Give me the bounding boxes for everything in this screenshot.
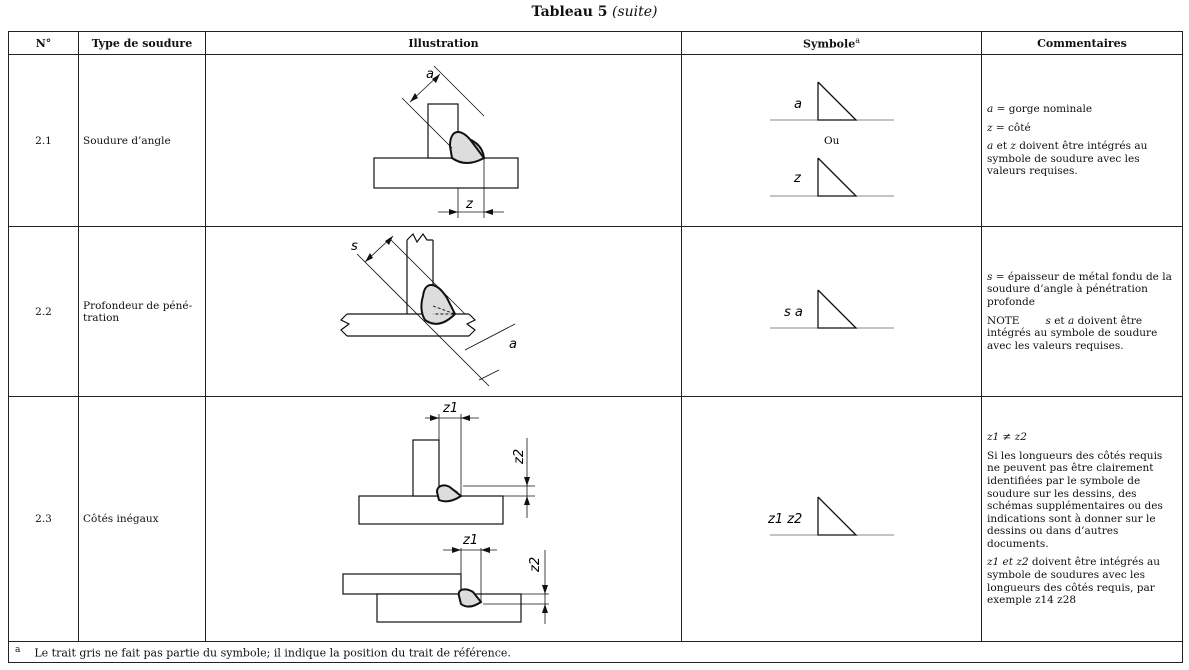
illustration-label-s: s — [351, 239, 358, 254]
table-header-row: N° Type de soudure Illustration Symbolea… — [8, 31, 1183, 55]
row-number: 2.1 — [8, 54, 79, 227]
comment-example: z14 z28 — [1034, 594, 1077, 607]
illustration-label-a: a — [426, 67, 434, 82]
illustration-label-z: z — [465, 197, 474, 212]
header-num: N° — [8, 31, 79, 55]
row-comments: z1 ≠ z2 Si les longueurs des côtés requi… — [981, 396, 1183, 642]
comment-text: doivent être intégrés au symbole de soud… — [987, 140, 1148, 178]
comment-var: a — [987, 140, 994, 153]
comment-var: z — [1010, 140, 1016, 153]
header-symbol-label: Symbole — [803, 37, 856, 51]
weld-symbols-table: N° Type de soudure Illustration Symbolea… — [8, 31, 1183, 663]
illustration-label-a: a — [509, 337, 517, 352]
header-type: Type de soudure — [78, 31, 206, 55]
comment-var: z — [987, 121, 993, 134]
header-symbol-footnote-mark: a — [855, 35, 860, 45]
symbol-separator: Ou — [824, 135, 840, 147]
illustration-label-z2-upper: z2 — [512, 449, 527, 465]
header-illustration: Illustration — [205, 31, 682, 55]
symbol-label-z: z — [793, 171, 802, 186]
comment-var: a — [987, 103, 994, 116]
comment-var: s — [987, 270, 993, 283]
table-title: Tableau 5 (suite) — [0, 4, 1189, 20]
deep-penetration-drawing: s a — [339, 232, 517, 386]
footnote-row: a Le trait gris ne fait pas partie du sym… — [8, 641, 1183, 663]
illustration-label-z2-lower: z2 — [528, 557, 543, 573]
comment-text: Si les longueurs des côtés requis ne peu… — [987, 449, 1163, 550]
comment-inequality: z1 ≠ z2 — [987, 431, 1027, 444]
row-weld-type: Soudure d’angle — [78, 54, 206, 227]
row-comments: a = gorge nominale z = côté a et z doive… — [981, 54, 1183, 227]
table-row: 2.3 Côtés inégaux — [8, 396, 1183, 642]
symbol-fillet-weld: a Ou z — [681, 54, 982, 227]
row-comments: s = épaisseur de métal fondu de la soudu… — [981, 226, 1183, 397]
table-title-suffix: (suite) — [611, 4, 658, 20]
comment-var: a — [1067, 314, 1075, 327]
unequal-legs-symbol-drawing: z1 z2 — [767, 496, 894, 536]
row-weld-type: Profondeur de péné-tration — [78, 226, 206, 397]
fillet-symbol-drawing: a Ou z — [769, 81, 894, 197]
comment-text: et — [993, 140, 1011, 153]
illustration-fillet-weld: a z — [205, 54, 682, 227]
unequal-legs-drawing: z1 z2 z1 z2 — [341, 401, 549, 624]
comment-text: = gorge nominale — [993, 103, 1093, 116]
note-label: NOTE — [987, 314, 1020, 327]
comment-text: doivent être intégrés au symbole de soud… — [987, 314, 1158, 352]
fillet-weld-drawing: a z — [372, 65, 519, 218]
comment-text: doivent être intégrés au symbole de soud… — [987, 556, 1161, 607]
row-number: 2.3 — [8, 396, 79, 642]
symbol-label-z1z2: z1 z2 — [767, 512, 802, 527]
comment-text: = côté — [992, 121, 1031, 134]
header-symbol: Symbolea — [681, 31, 982, 55]
table-row: 2.1 Soudure d’angle — [8, 54, 1183, 227]
footnote-text: Le trait gris ne fait pas partie du symb… — [34, 646, 511, 660]
illustration-unequal-legs: z1 z2 z1 z2 — [205, 396, 682, 642]
row-number: 2.2 — [8, 226, 79, 397]
symbol-label-a: a — [794, 97, 802, 112]
footnote-mark: a — [15, 644, 21, 655]
comment-text: et — [1050, 314, 1068, 327]
illustration-label-z1-lower: z1 — [462, 533, 478, 548]
illustration-label-z1-upper: z1 — [442, 401, 458, 416]
symbol-deep-penetration: s a — [681, 226, 982, 397]
table-title-main: Tableau 5 — [531, 4, 608, 20]
comment-var: z1 et z2 — [987, 556, 1029, 569]
table-row: 2.2 Profondeur de péné-tration — [8, 226, 1183, 397]
symbol-label-sa: s a — [784, 305, 803, 320]
comment-var: s — [1045, 314, 1051, 327]
comment-text: = épaisseur de métal fondu de la soudure… — [987, 270, 1172, 308]
row-weld-type: Côtés inégaux — [78, 396, 206, 642]
deep-penetration-symbol-drawing: s a — [769, 289, 894, 329]
header-comments: Commentaires — [981, 31, 1183, 55]
illustration-deep-penetration: s a — [205, 226, 682, 397]
symbol-unequal-legs: z1 z2 — [681, 396, 982, 642]
table-footnote: a Le trait gris ne fait pas partie du sym… — [8, 641, 1183, 663]
